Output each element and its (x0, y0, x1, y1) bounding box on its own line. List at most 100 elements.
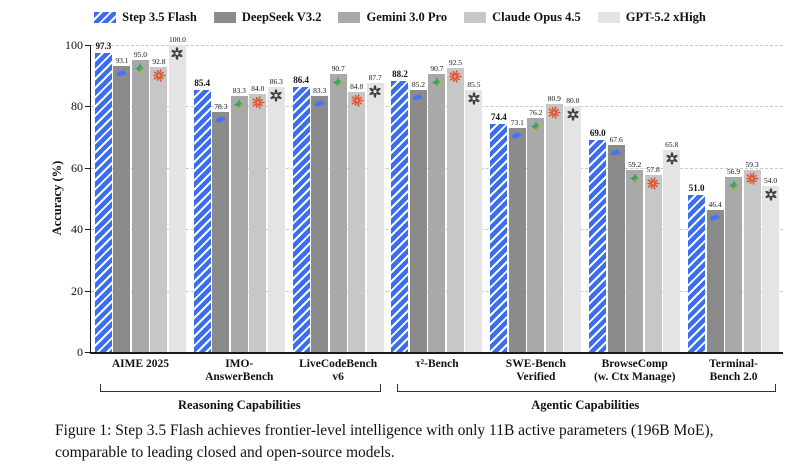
bar: 54.0 (762, 176, 780, 352)
bar: 83.3 (230, 86, 248, 352)
bar: 84.0 (249, 84, 267, 352)
bar-value-label: 83.3 (313, 86, 327, 96)
deepseek-whale-icon (412, 92, 424, 104)
claude-starburst-icon (647, 176, 660, 190)
bar-value-label: 54.0 (764, 176, 778, 186)
bar-value-label: 80.9 (547, 93, 561, 103)
bar-value-label: 76.2 (529, 108, 543, 118)
claude-starburst-icon (350, 93, 364, 107)
openai-logo-icon (270, 89, 283, 102)
legend-item: Claude Opus 4.5 (464, 10, 581, 25)
legend-label: Step 3.5 Flash (122, 10, 197, 24)
bar: 56.9 (725, 167, 743, 352)
bar: 74.4 (490, 112, 508, 352)
bar: 65.8 (663, 140, 681, 352)
bar: 73.1 (508, 118, 526, 352)
group-bracket (396, 384, 776, 392)
y-tick-label: 0 (77, 345, 83, 359)
bar-value-label: 85.2 (411, 80, 426, 90)
gridline (91, 45, 783, 46)
y-tick-label: 60 (71, 160, 83, 175)
gemini-star-icon (134, 62, 147, 75)
gemini-star-icon (233, 98, 246, 111)
bar: 90.7 (428, 64, 446, 352)
bar: 90.7 (329, 64, 347, 352)
bar: 88.2 (391, 69, 409, 352)
bar: 85.4 (193, 78, 211, 352)
deepseek-whale-icon (610, 147, 622, 159)
bar: 83.3 (311, 86, 329, 352)
y-tick-label: 80 (71, 99, 83, 114)
deepseek-whale-icon (116, 68, 128, 80)
legend-swatch (338, 12, 361, 23)
bar-value-label: 88.2 (392, 69, 408, 80)
group-bracket-label: Reasoning Capabilities (177, 398, 301, 412)
bar-value-label: 85.4 (194, 77, 211, 88)
bar: 84.8 (348, 82, 366, 352)
bar-value-label: 92.8 (152, 57, 166, 67)
bar-value-label: 83.3 (232, 86, 246, 96)
bar-value-label: 56.9 (727, 167, 741, 177)
bar-value-label: 95.0 (133, 50, 147, 60)
openai-logo-icon (566, 108, 579, 122)
y-tick-label: 40 (71, 222, 83, 237)
gemini-star-icon (529, 120, 542, 133)
legend-label: Gemini 3.0 Pro (366, 10, 448, 24)
chart-legend: Step 3.5 Flash DeepSeek V3.2 Gemini 3.0 Pr… (0, 10, 800, 25)
bar: 93.1 (113, 56, 131, 352)
bar: 97.3 (94, 41, 112, 352)
bar-value-label: 59.2 (628, 160, 642, 170)
legend-label: Claude Opus 4.5 (492, 10, 581, 24)
legend-swatch (213, 12, 236, 23)
legend-item: GPT-5.2 xHigh (597, 10, 706, 25)
x-category-label: AIME 2025 (111, 358, 170, 370)
x-category-label: BrowseComp (w. Ctx Manage) (593, 358, 676, 383)
y-tick-mark (85, 352, 91, 353)
bar: 51.0 (688, 183, 706, 352)
y-tick-mark (85, 229, 91, 231)
legend-label: DeepSeek V3.2 (241, 10, 322, 24)
bar: 86.3 (267, 77, 285, 352)
bar: 69.0 (589, 128, 607, 352)
bar: 95.0 (131, 50, 149, 352)
claude-starburst-icon (746, 172, 759, 185)
deepseek-whale-icon (511, 130, 523, 142)
group-bracket-label: Agentic Capabilities (531, 398, 640, 412)
legend-item: Step 3.5 Flash (94, 10, 197, 25)
bar: 80.9 (545, 94, 563, 352)
bar: 67.6 (607, 135, 625, 352)
bar-value-label: 87.7 (368, 72, 382, 82)
bar-value-label: 80.0 (566, 96, 580, 106)
bar: 59.3 (743, 160, 761, 352)
gemini-star-icon (628, 172, 641, 185)
bar-group: 85.4 78.3 83.3 84.0 86.3 (190, 45, 289, 352)
bar-group: 51.0 46.4 56.9 59.3 54.0 (684, 45, 783, 352)
legend-label: GPT-5.2 xHigh (625, 10, 706, 24)
bar-group: 69.0 67.6 59.2 57.8 65.8 (585, 45, 684, 352)
bar-value-label: 78.3 (214, 101, 228, 111)
bar-value-label: 73.1 (510, 117, 524, 127)
figure-caption: Figure 1: Step 3.5 Flash achieves fronti… (55, 422, 714, 461)
y-tick-label: 100 (65, 38, 83, 52)
legend-item: Gemini 3.0 Pro (338, 10, 447, 25)
y-tick-mark (85, 290, 91, 292)
bar: 59.2 (626, 160, 644, 352)
bar: 86.4 (292, 75, 310, 352)
y-axis-label: Accuracy (%) (50, 160, 64, 236)
x-category-label: LiveCodeBench v6 (299, 358, 378, 383)
bar-value-label: 69.0 (589, 128, 606, 139)
x-category-label: τ²-Bench (415, 358, 459, 370)
bar-value-label: 86.4 (293, 74, 309, 85)
deepseek-whale-icon (709, 212, 721, 224)
legend-swatch (94, 12, 117, 23)
claude-starburst-icon (251, 96, 265, 109)
bar-value-label: 92.5 (448, 58, 463, 67)
gemini-star-icon (727, 179, 740, 192)
bar-value-label: 100.0 (168, 35, 186, 44)
openai-logo-icon (467, 91, 480, 105)
bar-value-label: 59.3 (745, 159, 759, 169)
bar-group: 74.4 73.1 76.2 80.9 80.0 (486, 45, 585, 352)
bar-value-label: 65.8 (665, 140, 679, 149)
claude-starburst-icon (152, 69, 166, 82)
